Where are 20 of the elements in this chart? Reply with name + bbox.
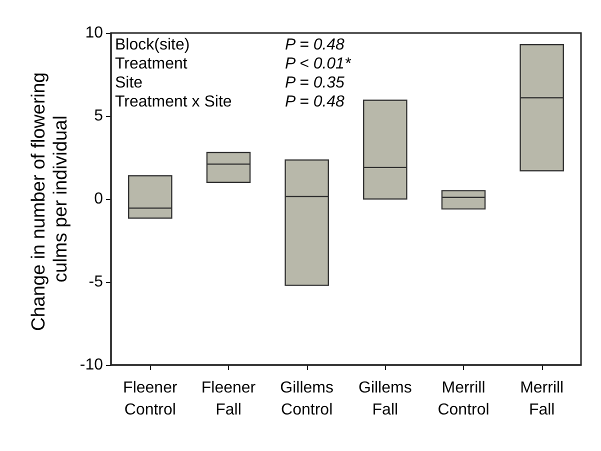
- y-tick-label: 0: [94, 190, 104, 208]
- x-tick-label: Gillems Fall: [358, 380, 412, 418]
- y-tick-label: -10: [80, 356, 104, 374]
- annotation: P = 0.35: [285, 74, 345, 92]
- annotation: P = 0.48: [285, 36, 345, 54]
- annotation: P < 0.01*: [285, 56, 352, 72]
- x-tick-label: Fleener Control: [123, 380, 178, 418]
- annotation: Treatment: [115, 56, 188, 72]
- annotation: P = 0.48: [285, 94, 345, 110]
- x-tick-label: Fleener Fall: [201, 380, 256, 418]
- y-tick-label: -5: [88, 274, 104, 290]
- annotation: Treatment x Site: [115, 94, 232, 110]
- y-tick-label: 10: [85, 24, 104, 42]
- x-tick-label: Merrill Control: [438, 380, 490, 418]
- annotation: Site: [115, 74, 143, 92]
- y-tick-label: 5: [94, 108, 104, 124]
- x-tick-label: Merrill Fall: [520, 380, 564, 418]
- annotation: Block(site): [115, 36, 190, 54]
- y-axis-title: Change in number of flowering culms per individual: [28, 66, 72, 332]
- x-tick-label: Gillems Control: [280, 380, 334, 418]
